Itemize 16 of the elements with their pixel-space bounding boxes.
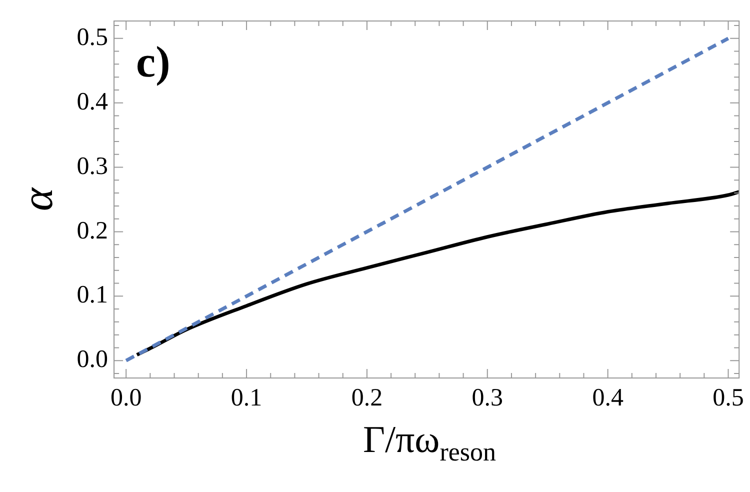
y-tick-label: 0.5: [76, 24, 108, 51]
y-tick-label: 0.2: [76, 217, 108, 244]
x-tick-label: 0.4: [592, 384, 624, 412]
x-tick-label: 0.0: [110, 384, 142, 412]
x-tick-label: 0.3: [472, 384, 504, 412]
x-axis-title: Γ/πω$_{reson}$: [362, 418, 498, 468]
annotation: c): [136, 37, 170, 86]
y-tick-label: 0.4: [76, 88, 109, 116]
y-axis-title: α: [12, 187, 62, 212]
y-tick-label: 0.3: [76, 152, 108, 180]
x-tick-label: 0.5: [712, 384, 744, 412]
y-tick-label: 0.1: [76, 282, 108, 309]
x-tick-label: 0.1: [230, 384, 262, 412]
line-series: [135, 190, 740, 357]
y-tick-label: 0.0: [76, 346, 108, 374]
x-tick-label: 0.2: [351, 384, 383, 412]
